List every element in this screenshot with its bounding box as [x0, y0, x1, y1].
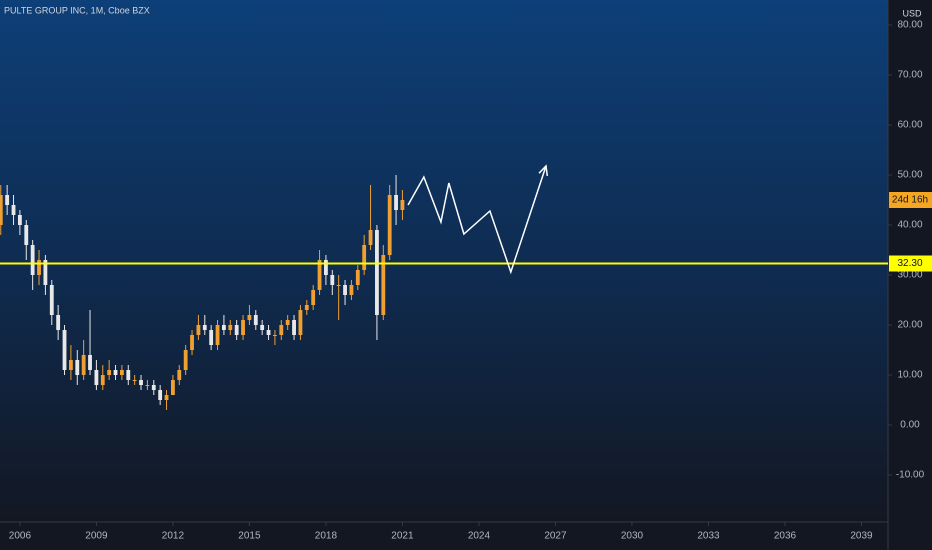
candle-body [324, 260, 328, 275]
candle-body [68, 360, 73, 370]
y-tick-label: 50.00 [897, 170, 922, 181]
x-tick-label: 2033 [697, 531, 720, 542]
candle-body [196, 325, 201, 335]
price-label: 24d 16h [892, 195, 928, 206]
candle-body [56, 315, 61, 330]
price-label-box [889, 192, 932, 208]
y-tick-label: 20.00 [897, 320, 922, 331]
candle-body [394, 195, 398, 210]
candle-body [209, 330, 214, 345]
candle-body [164, 395, 169, 400]
candle-body [387, 195, 392, 255]
candle-body [107, 370, 112, 375]
x-tick-label: 2039 [850, 531, 873, 542]
candle-body [151, 385, 156, 390]
candle-body [132, 380, 137, 381]
candle-body [183, 350, 188, 370]
candle-body [343, 285, 347, 295]
hline-label: 32.30 [897, 258, 922, 269]
candle-body [37, 260, 41, 275]
x-tick-label: 2036 [774, 531, 797, 542]
x-tick-label: 2021 [391, 531, 414, 542]
candle-body [30, 245, 35, 275]
y-tick-label: 30.00 [897, 270, 922, 281]
candle-body [241, 320, 245, 335]
x-tick-label: 2027 [544, 531, 567, 542]
candle-body [43, 260, 48, 285]
candle-body [100, 375, 105, 385]
candle-body [247, 315, 252, 320]
candle-body [285, 320, 290, 325]
x-tick-label: 2012 [162, 531, 185, 542]
candle-body [139, 380, 143, 385]
y-tick-label: 0.00 [900, 420, 920, 431]
y-tick-label: 60.00 [897, 120, 922, 131]
candle-body [81, 355, 86, 375]
candle-body [273, 335, 277, 336]
candle-body [304, 305, 309, 310]
y-tick-label: 70.00 [897, 70, 922, 81]
candle-body [94, 370, 99, 385]
candle-body [228, 325, 233, 330]
candle-body [381, 255, 386, 315]
candle-body [126, 370, 131, 380]
candle-body [11, 205, 16, 215]
candle-body [0, 195, 3, 225]
candle-body [355, 270, 360, 285]
candle-body [317, 260, 322, 290]
candle-body [279, 325, 284, 335]
candle-body [266, 330, 271, 335]
y-tick-label: 10.00 [897, 370, 922, 381]
projection-path [407, 165, 547, 275]
hline-label-box [889, 255, 932, 272]
candle-body [400, 200, 405, 210]
price-axis [888, 0, 932, 550]
y-tick-label: 80.00 [897, 20, 922, 31]
candle-body [190, 335, 194, 350]
candle-body [222, 325, 226, 330]
x-tick-label: 2006 [9, 531, 32, 542]
time-axis [0, 522, 888, 550]
candle-body [177, 370, 182, 380]
candle-body [362, 245, 367, 270]
x-tick-label: 2018 [315, 531, 338, 542]
candle-body [5, 195, 10, 205]
candle-body [145, 385, 150, 386]
candle-body [17, 215, 22, 225]
candle-body [170, 380, 175, 395]
x-tick-label: 2015 [238, 531, 261, 542]
candle-body [113, 370, 118, 375]
candle-body [158, 390, 163, 400]
candle-body [260, 325, 265, 330]
currency-label: USD [902, 8, 922, 18]
candle-body [375, 230, 379, 315]
candle-body [330, 275, 335, 285]
projection-arrowhead [538, 164, 549, 177]
x-tick-label: 2024 [468, 531, 491, 542]
y-tick-label: -10.00 [896, 470, 925, 481]
candle-body [24, 225, 29, 245]
x-tick-label: 2030 [621, 531, 644, 542]
candle-body [62, 330, 67, 370]
candle-body [311, 290, 316, 305]
candle-body [119, 370, 124, 375]
candle-body [215, 325, 220, 345]
candle-body [349, 285, 354, 295]
candle-body [49, 285, 54, 315]
candle-body [88, 355, 92, 370]
candle-body [368, 230, 373, 245]
candle-body [75, 360, 80, 375]
candle-body [292, 320, 296, 335]
chart-title: PULTE GROUP INC, 1M, Cboe BZX [4, 5, 150, 15]
candle-body [336, 285, 341, 286]
candle-body [298, 310, 303, 335]
candle-body [253, 315, 258, 325]
candle-body [234, 325, 239, 335]
plot-background [0, 0, 888, 522]
x-tick-label: 2009 [85, 531, 108, 542]
candle-body [202, 325, 207, 330]
y-tick-label: 40.00 [897, 220, 922, 231]
